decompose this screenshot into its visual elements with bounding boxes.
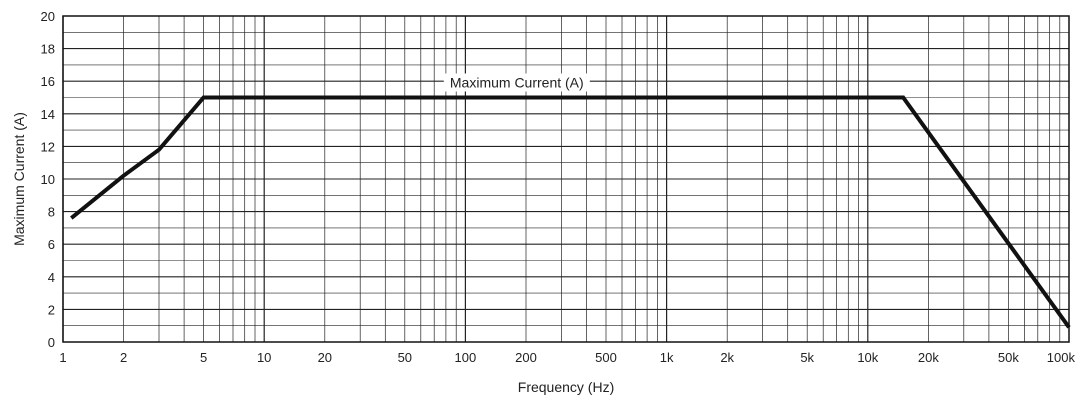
x-tick-label: 500: [595, 350, 617, 365]
plot-frame: [62, 15, 1070, 343]
x-tick-label: 100: [455, 350, 477, 365]
series-label-background: [443, 73, 590, 92]
x-tick-label: 50k: [998, 350, 1019, 365]
x-tick-label: 20k: [918, 350, 939, 365]
x-tick-label: 10k: [857, 350, 878, 365]
y-tick-label: 2: [48, 302, 55, 317]
x-tick-label: 50: [398, 350, 412, 365]
y-tick-label: 8: [48, 205, 55, 220]
y-tick-label: 12: [41, 139, 55, 154]
chart-grid: [62, 15, 1069, 343]
y-axis-title: Maximum Current (A): [11, 112, 27, 246]
x-tick-label: 2: [120, 350, 127, 365]
y-tick-label: 10: [41, 172, 55, 187]
y-tick-label: 20: [41, 9, 55, 24]
y-tick-label: 18: [41, 42, 55, 57]
x-tick-label: 2k: [720, 350, 734, 365]
y-tick-label: 4: [48, 270, 55, 285]
x-tick-label: 1: [59, 350, 66, 365]
x-tick-label: 200: [515, 350, 537, 365]
x-axis-title: Frequency (Hz): [518, 379, 614, 395]
x-tick-label: 1k: [660, 350, 674, 365]
y-tick-label: 0: [48, 335, 55, 350]
y-tick-label: 6: [48, 237, 55, 252]
x-tick-label: 5: [200, 350, 207, 365]
series-label: Maximum Current (A): [450, 75, 584, 91]
series-line-maximum-current: [70, 95, 1071, 329]
y-tick-label: 14: [41, 107, 55, 122]
x-tick-labels: 1 2 5 10 20 50 100 200 500 1k 2k 5k 10k 20k 50k 100k: [59, 350, 1075, 365]
x-tick-label: 5k: [800, 350, 814, 365]
x-tick-label: 100k: [1047, 350, 1076, 365]
x-tick-label: 10: [257, 350, 271, 365]
y-tick-label: 16: [41, 74, 55, 89]
x-tick-label: 20: [318, 350, 332, 365]
y-tick-labels: 0 2 4 6 8 10 12 14 16 18 20: [41, 9, 55, 350]
